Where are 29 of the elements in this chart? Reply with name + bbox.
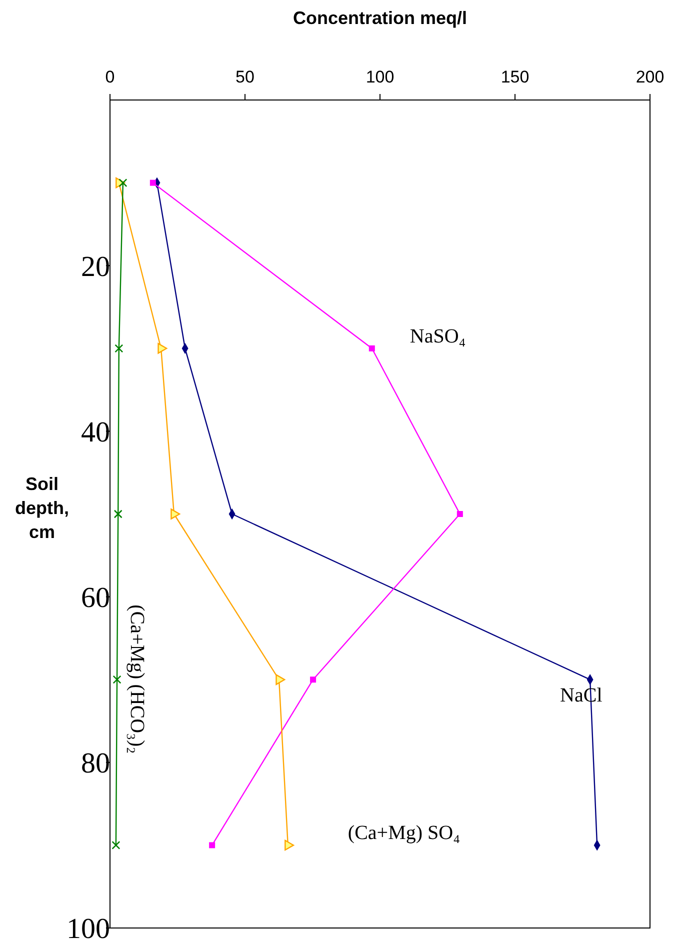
point <box>114 510 122 518</box>
y-tick-label: 80 <box>81 748 110 780</box>
x-tick-label: 100 <box>366 68 394 86</box>
point <box>284 840 294 851</box>
x-axis-title: Concentration meq/l <box>292 8 468 28</box>
x-tick-label: 0 <box>105 68 115 86</box>
point <box>276 674 286 686</box>
y-tick-label: 60 <box>81 582 110 614</box>
point <box>456 511 463 517</box>
text: (Ca+Mg) (HCO₃)₂ <box>126 604 148 754</box>
x-tick-label: 150 <box>500 68 530 86</box>
point <box>158 342 168 354</box>
point <box>368 345 375 352</box>
point <box>170 508 180 520</box>
text: (Ca+Mg) SO₄ <box>348 822 460 844</box>
point <box>112 675 122 684</box>
series-label: NaSO₄ <box>410 325 466 348</box>
point <box>118 178 128 188</box>
y-tick-label: 100 <box>66 913 110 942</box>
y-tick-label: 20 <box>81 250 110 283</box>
y-axis-title: Soil depth, cm <box>15 474 69 542</box>
point <box>310 676 316 683</box>
y-tick-label: 40 <box>81 416 110 448</box>
point <box>112 840 120 850</box>
point <box>209 842 216 848</box>
x-tick-label: 50 <box>236 68 254 86</box>
point <box>150 180 156 186</box>
point <box>114 344 124 353</box>
x-tick-label: 200 <box>636 68 664 86</box>
